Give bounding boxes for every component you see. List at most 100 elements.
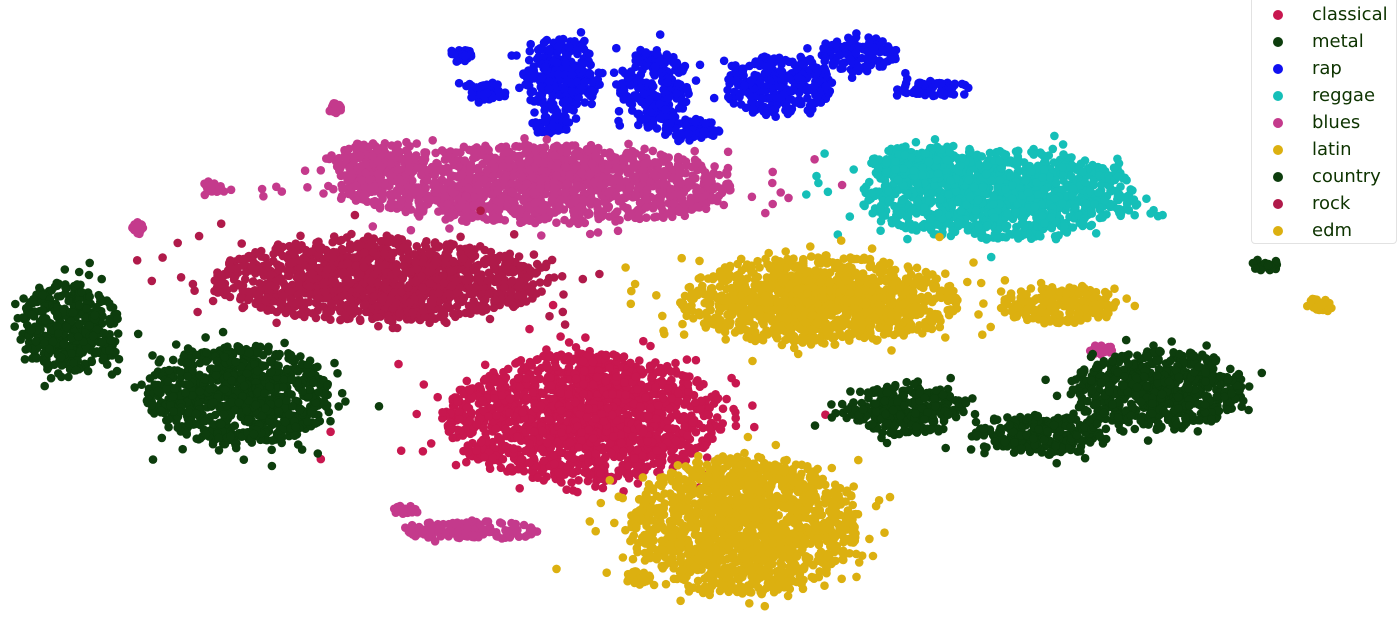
point-metal <box>149 455 158 464</box>
point-metal <box>10 322 19 331</box>
point-metal <box>201 333 210 342</box>
point-classical <box>472 446 481 455</box>
point-metal <box>47 374 56 383</box>
point-metal <box>109 303 118 312</box>
point-metal <box>89 332 98 341</box>
point-rap <box>541 37 550 46</box>
point-rap <box>545 84 554 93</box>
point-classical <box>452 461 461 470</box>
point-metal <box>231 421 240 430</box>
point-classical <box>691 398 700 407</box>
point-metal <box>296 406 305 415</box>
point-metal <box>196 387 205 396</box>
point-rap <box>515 84 524 93</box>
point-classical <box>617 439 626 448</box>
point-classical <box>717 425 726 434</box>
point-metal <box>91 311 100 320</box>
point-metal <box>226 432 235 441</box>
point-classical <box>492 411 501 420</box>
point-classical <box>593 373 602 382</box>
point-classical <box>667 394 676 403</box>
point-classical <box>589 381 598 390</box>
point-metal <box>61 265 70 274</box>
point-metal <box>157 406 166 415</box>
point-classical <box>732 422 741 431</box>
point-metal <box>39 291 48 300</box>
point-metal <box>192 351 201 360</box>
point-classical <box>654 458 663 467</box>
point-classical <box>427 439 436 448</box>
point-classical <box>682 372 691 381</box>
point-classical <box>394 360 403 369</box>
point-classical <box>630 454 639 463</box>
point-metal <box>69 308 78 317</box>
point-metal <box>75 268 84 277</box>
point-classical <box>632 372 641 381</box>
point-classical <box>580 367 589 376</box>
point-classical <box>433 393 442 402</box>
point-metal <box>105 317 114 326</box>
point-classical <box>667 448 676 457</box>
point-metal <box>202 430 211 439</box>
point-metal <box>40 382 49 391</box>
point-classical <box>478 396 487 405</box>
point-rap <box>614 117 623 126</box>
point-classical <box>644 412 653 421</box>
point-metal <box>274 399 283 408</box>
point-classical <box>554 469 563 478</box>
point-metal <box>280 339 289 348</box>
point-classical <box>525 325 534 334</box>
point-rap <box>585 50 594 59</box>
point-metal <box>162 384 171 393</box>
point-metal <box>307 408 316 417</box>
point-classical <box>567 468 576 477</box>
point-metal <box>341 397 350 406</box>
point-rap <box>615 107 624 116</box>
point-classical <box>609 432 618 441</box>
point-metal <box>242 407 251 416</box>
point-classical <box>664 424 673 433</box>
point-classical <box>549 451 558 460</box>
point-classical <box>601 377 610 386</box>
point-rap <box>587 100 596 109</box>
point-classical <box>502 373 511 382</box>
point-rap <box>692 76 701 85</box>
point-classical <box>619 447 628 456</box>
point-metal <box>147 401 156 410</box>
point-classical <box>680 422 689 431</box>
point-metal <box>11 300 20 309</box>
point-metal <box>74 332 83 341</box>
point-metal <box>51 282 60 291</box>
point-classical <box>600 417 609 426</box>
point-classical <box>490 394 499 403</box>
point-classical <box>583 413 592 422</box>
point-classical <box>397 446 406 455</box>
point-classical <box>515 484 524 493</box>
point-metal <box>183 372 192 381</box>
point-rap <box>559 35 568 44</box>
point-classical <box>550 460 559 469</box>
point-classical <box>643 437 652 446</box>
point-classical <box>545 416 554 425</box>
point-classical <box>463 377 472 386</box>
point-classical <box>551 362 560 371</box>
point-metal <box>303 417 312 426</box>
point-metal <box>105 346 114 355</box>
point-metal <box>279 383 288 392</box>
point-classical <box>564 452 573 461</box>
point-classical <box>620 352 629 361</box>
point-metal <box>75 320 84 329</box>
point-metal <box>60 340 69 349</box>
point-metal <box>287 376 296 385</box>
point-classical <box>472 420 481 429</box>
point-classical <box>727 374 736 383</box>
point-metal <box>57 353 66 362</box>
point-rap <box>554 70 563 79</box>
point-classical <box>530 427 539 436</box>
point-metal <box>202 348 211 357</box>
point-classical <box>599 484 608 493</box>
point-classical <box>605 364 614 373</box>
point-classical <box>543 439 552 448</box>
point-classical <box>618 467 627 476</box>
